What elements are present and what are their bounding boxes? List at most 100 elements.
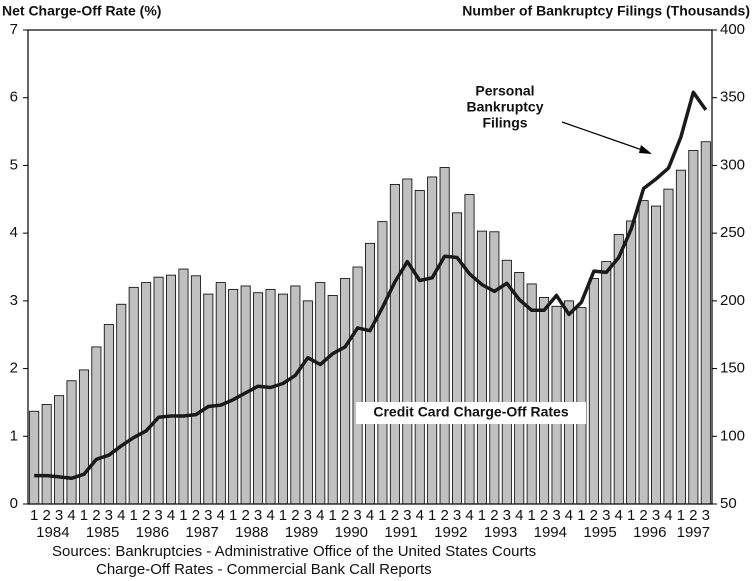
- plot-frame: [27, 29, 713, 505]
- x-tick-label: 2: [639, 507, 647, 524]
- bar: [675, 169, 686, 505]
- x-tick-label: 4: [266, 507, 274, 524]
- bar: [389, 183, 400, 505]
- bar: [663, 188, 674, 505]
- y2-tick-label: 250: [720, 224, 745, 241]
- y-tick-label: 2: [10, 360, 18, 377]
- x-tick-label: 2: [540, 507, 548, 524]
- bar: [501, 259, 512, 505]
- y-tick-label: 6: [10, 89, 18, 106]
- x-tick-label: 2: [440, 507, 448, 524]
- year-label: 1990: [335, 524, 368, 541]
- y2-tick-label: 150: [720, 360, 745, 377]
- x-tick-label: 1: [329, 507, 337, 524]
- bar: [352, 266, 363, 505]
- year-label: 1992: [434, 524, 467, 541]
- annotation-arrow: [561, 121, 649, 153]
- x-tick-label: 4: [316, 507, 324, 524]
- x-tick-label: 4: [167, 507, 175, 524]
- bar: [476, 230, 487, 505]
- x-tick-label: 4: [515, 507, 523, 524]
- bar: [66, 380, 77, 505]
- bar: [327, 295, 338, 505]
- year-label: 1987: [185, 524, 218, 541]
- x-tick-label: 3: [702, 507, 710, 524]
- x-tick-label: 4: [67, 507, 75, 524]
- bar: [166, 274, 177, 505]
- source: Sources: Bankruptcies - Administrative O…: [52, 543, 536, 560]
- bar: [128, 286, 139, 505]
- bar: [203, 293, 214, 505]
- bar: [402, 178, 413, 505]
- y-tick-label: 0: [10, 495, 18, 512]
- x-tick-label: 3: [552, 507, 560, 524]
- annotation: Personal: [475, 83, 534, 99]
- bar: [178, 268, 189, 505]
- x-tick-label: 2: [590, 507, 598, 524]
- x-tick-label: 4: [615, 507, 623, 524]
- y2-tick-label: 200: [720, 292, 745, 309]
- bar: [265, 288, 276, 505]
- bar: [377, 221, 388, 505]
- y-axis-title: Net Charge-Off Rate (%): [2, 3, 161, 19]
- y-tick-label: 3: [10, 292, 18, 309]
- x-tick-label: 4: [217, 507, 225, 524]
- arrow-head: [639, 145, 652, 154]
- bar: [116, 303, 127, 505]
- annotation: Bankruptcy: [466, 99, 543, 115]
- x-tick-label: 3: [105, 507, 113, 524]
- y-tick-label: 1: [10, 427, 18, 444]
- x-tick-label: 2: [291, 507, 299, 524]
- y-tick-label: 4: [10, 224, 18, 241]
- bar: [41, 404, 52, 505]
- x-tick-label: 2: [490, 507, 498, 524]
- x-tick-label: 3: [353, 507, 361, 524]
- bar: [340, 278, 351, 505]
- x-tick-label: 1: [478, 507, 486, 524]
- bar: [539, 297, 550, 505]
- x-tick-label: 3: [154, 507, 162, 524]
- bar: [588, 278, 599, 505]
- x-tick-label: 2: [42, 507, 50, 524]
- bar: [253, 292, 264, 505]
- bar: [215, 282, 226, 505]
- x-tick-label: 3: [304, 507, 312, 524]
- y2-tick-label: 350: [720, 89, 745, 106]
- x-tick-label: 3: [602, 507, 610, 524]
- x-tick-label: 1: [130, 507, 138, 524]
- x-tick-label: 1: [577, 507, 585, 524]
- bar: [414, 190, 425, 505]
- y2-tick-label: 50: [720, 495, 737, 512]
- bar: [78, 369, 89, 505]
- x-tick-label: 1: [30, 507, 38, 524]
- x-tick-label: 3: [204, 507, 212, 524]
- bar: [514, 272, 525, 505]
- bar: [153, 276, 164, 505]
- x-tick-label: 1: [528, 507, 536, 524]
- x-tick-label: 4: [117, 507, 125, 524]
- x-tick-label: 2: [92, 507, 100, 524]
- x-tick-label: 1: [627, 507, 635, 524]
- bar: [91, 346, 102, 505]
- y-tick-label: 7: [10, 21, 18, 38]
- y-tick-label: 5: [10, 156, 18, 173]
- bar: [700, 141, 711, 505]
- x-tick-label: 3: [254, 507, 262, 524]
- x-tick-label: 4: [664, 507, 672, 524]
- year-label: 1997: [677, 524, 710, 541]
- bar: [277, 293, 288, 505]
- x-tick-label: 3: [403, 507, 411, 524]
- bar: [526, 283, 537, 505]
- x-tick-label: 2: [391, 507, 399, 524]
- bar: [29, 410, 40, 505]
- bar: [638, 200, 649, 505]
- bar: [103, 324, 114, 505]
- bar: [302, 300, 313, 505]
- x-tick-label: 1: [80, 507, 88, 524]
- year-label: 1993: [484, 524, 517, 541]
- year-label: 1989: [285, 524, 318, 541]
- year-label: 1991: [384, 524, 417, 541]
- bar: [190, 275, 201, 505]
- x-tick-label: 1: [378, 507, 386, 524]
